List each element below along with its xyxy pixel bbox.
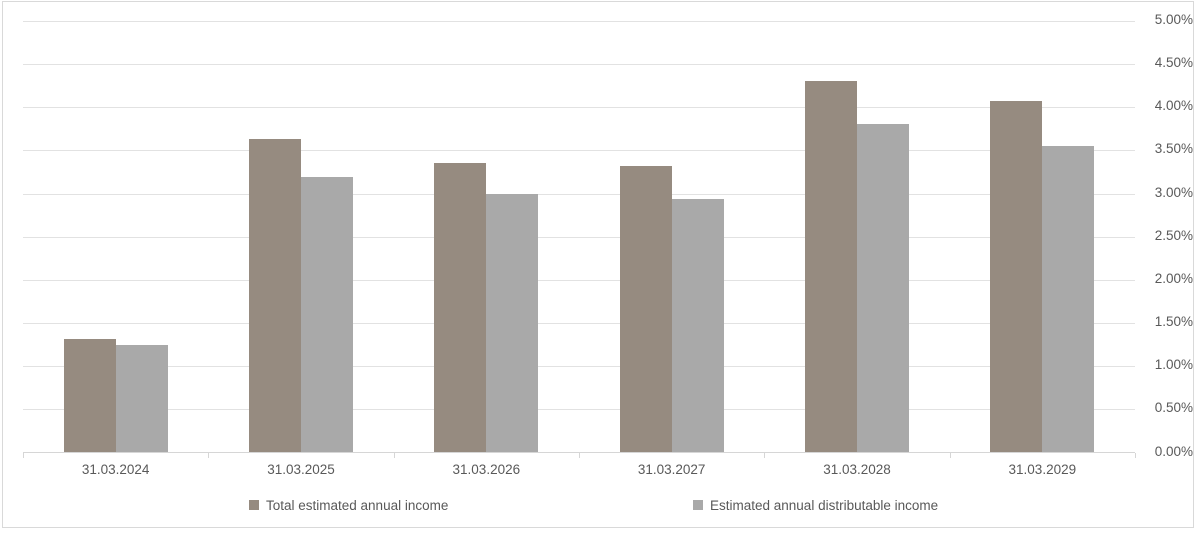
bar-total-estimated-annual-income (63, 339, 116, 453)
gridline (23, 150, 1135, 152)
y-axis-label: 5.00% (1154, 12, 1193, 27)
gridline (23, 193, 1135, 195)
x-axis-tick (208, 452, 210, 458)
gridline (23, 409, 1135, 411)
y-axis-label: 1.50% (1154, 314, 1193, 330)
bar-total-estimated-annual-income (990, 101, 1043, 453)
x-axis-tick (1135, 452, 1136, 458)
y-axis-label: 4.50% (1154, 55, 1193, 71)
x-axis-tick (393, 452, 395, 458)
gridline (23, 64, 1135, 66)
legend-item-estimated-annual-distributable-income: Estimated annual distributable income (693, 497, 938, 513)
bar-estimated-annual-distributable-income (115, 344, 168, 453)
bar-estimated-annual-distributable-income (301, 177, 353, 453)
gridline (23, 236, 1135, 238)
gridline (23, 323, 1135, 325)
gridline (23, 21, 1135, 22)
bar-estimated-annual-distributable-income (1042, 146, 1095, 453)
bar-estimated-annual-distributable-income (857, 123, 909, 453)
legend-item-total-estimated-annual-income: Total estimated annual income (249, 497, 448, 513)
x-axis-tick (949, 452, 951, 458)
bar-total-estimated-annual-income (805, 81, 857, 453)
x-axis-label: 31.03.2027 (637, 461, 706, 477)
y-axis-label: 2.50% (1154, 227, 1193, 243)
y-axis-label: 3.00% (1154, 184, 1193, 200)
bar-total-estimated-annual-income (434, 163, 487, 453)
bar-total-estimated-annual-income (619, 165, 672, 453)
x-axis-label: 31.03.2028 (823, 461, 891, 477)
y-axis-label: 2.00% (1154, 270, 1193, 286)
legend-marker-distributable-icon (693, 500, 703, 510)
x-axis-label: 31.03.2026 (452, 461, 521, 477)
x-axis-label: 31.03.2024 (81, 461, 150, 477)
y-axis-label: 3.50% (1154, 141, 1193, 157)
x-axis-label: 31.03.2029 (1008, 461, 1077, 477)
y-axis-label: 0.50% (1154, 400, 1193, 416)
x-axis-tick (579, 452, 580, 458)
legend-label: Total estimated annual income (266, 497, 449, 513)
bar-total-estimated-annual-income (249, 139, 301, 453)
bar-estimated-annual-distributable-income (486, 194, 539, 453)
x-axis-tick (764, 452, 766, 458)
x-axis-label: 31.03.2025 (267, 461, 335, 477)
bar-estimated-annual-distributable-income (671, 198, 724, 453)
y-axis-label: 1.00% (1154, 357, 1193, 373)
y-axis-label: 0.00% (1154, 443, 1193, 459)
plot-area (23, 21, 1135, 453)
y-axis-label: 4.00% (1154, 98, 1193, 114)
x-axis-line (23, 451, 1135, 453)
legend-label: Estimated annual distributable income (710, 497, 939, 513)
gridline (23, 279, 1135, 281)
gridline (23, 366, 1135, 368)
legend-marker-total-icon (249, 500, 259, 510)
x-axis-tick (23, 452, 24, 458)
gridline (23, 107, 1135, 109)
